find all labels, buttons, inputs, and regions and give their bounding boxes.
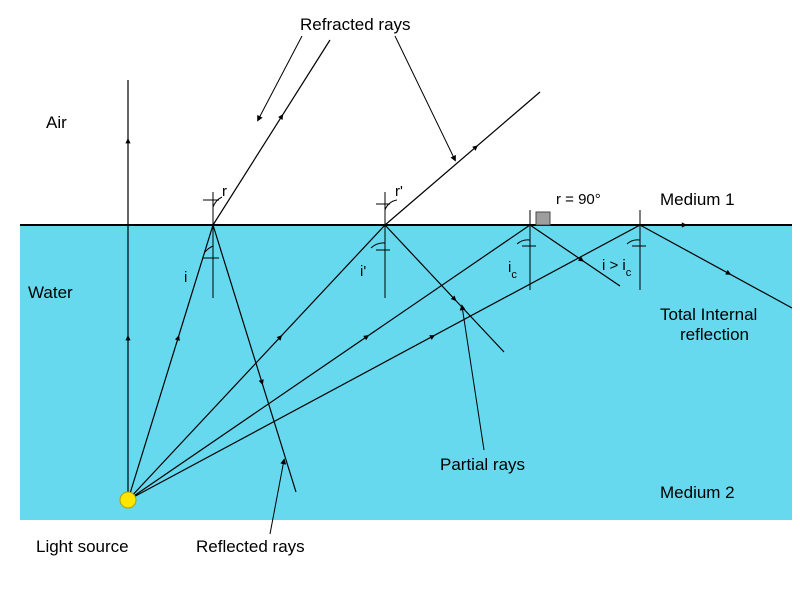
refracted-rf0-arrow xyxy=(125,138,130,143)
refracted-rf2 xyxy=(385,92,540,225)
label-partial_rays: Partial rays xyxy=(440,455,525,474)
light-source-icon xyxy=(120,492,136,508)
label-reflected_rays: Reflected rays xyxy=(196,537,305,556)
label-medium2: Medium 2 xyxy=(660,483,735,502)
label-r: r xyxy=(222,183,227,200)
label-i_prime: i' xyxy=(360,263,366,280)
label-refracted_title: Refracted rays xyxy=(300,15,411,34)
diagram-svg: Refracted rays Air Water Light source Reflec… xyxy=(0,0,800,600)
label-r_90: r = 90° xyxy=(556,191,601,208)
refracted-rf1 xyxy=(213,40,330,225)
pointer-refracted_to_ray2 xyxy=(395,36,455,160)
label-i: i xyxy=(184,269,187,286)
angle-arc xyxy=(213,197,222,207)
label-tir1: Total Internal xyxy=(660,305,757,324)
label-light_source: Light source xyxy=(36,537,129,556)
diagram-canvas: Refracted rays Air Water Light source Reflec… xyxy=(0,0,800,600)
right-angle-marker xyxy=(536,212,550,225)
angle-arc xyxy=(385,200,397,210)
label-tir2: reflection xyxy=(680,325,749,344)
label-r_prime: r' xyxy=(395,183,403,200)
pointer-refracted_to_ray1 xyxy=(258,36,302,120)
label-water: Water xyxy=(28,283,73,302)
label-medium1: Medium 1 xyxy=(660,190,735,209)
label-air: Air xyxy=(46,113,67,132)
